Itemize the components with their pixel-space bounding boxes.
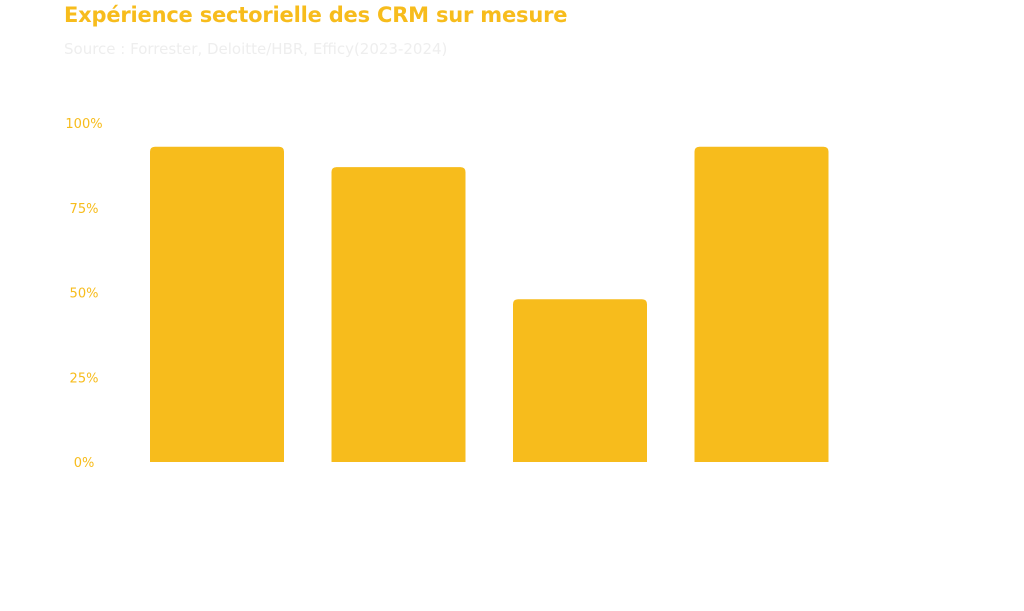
y-axis-ticks: 0% 25% 50% 75% 100% <box>65 117 102 471</box>
chart-subtitle: Source : Forrester, Deloitte/HBR, Efficy… <box>64 40 448 58</box>
bar-4 <box>694 146 829 463</box>
y-tick-label: 75% <box>70 202 99 217</box>
bar-1 <box>150 146 284 463</box>
bar-2 <box>331 167 466 462</box>
bar-series <box>150 146 829 463</box>
y-tick-label: 25% <box>70 371 99 386</box>
y-tick-label: 50% <box>70 287 99 302</box>
chart-title: Expérience sectorielle des CRM sur mesur… <box>64 3 568 27</box>
y-tick-label: 100% <box>65 117 102 132</box>
y-tick-label: 0% <box>74 456 95 471</box>
bar-3 <box>513 299 647 462</box>
